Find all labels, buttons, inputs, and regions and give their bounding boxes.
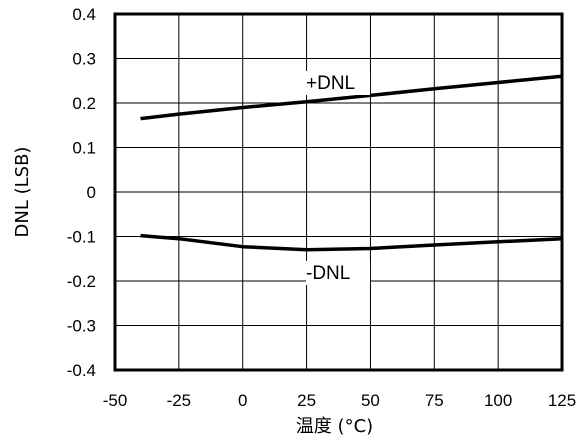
x-tick-labels: -50 -25 0 25 50 75 100 125	[103, 391, 576, 410]
series-label-background	[306, 261, 370, 285]
y-tick-label: 0.3	[72, 50, 96, 69]
grid-lines	[115, 14, 562, 370]
x-tick-label: -25	[167, 391, 192, 410]
series-label-background	[306, 71, 370, 95]
y-tick-label: 0.1	[72, 139, 96, 158]
x-tick-label: -50	[103, 391, 128, 410]
series-lines	[140, 74, 563, 252]
x-tick-label: 125	[548, 391, 576, 410]
y-tick-label: 0.4	[72, 5, 96, 24]
series-labels: +DNL -DNL	[306, 71, 370, 285]
x-tick-label: 75	[425, 391, 444, 410]
y-axis-title: DNL (LSB)	[12, 147, 33, 238]
y-tick-label: 0.2	[72, 94, 96, 113]
series-line	[140, 233, 563, 252]
y-tick-labels: 0.4 0.3 0.2 0.1 0 -0.1 -0.2 -0.3 -0.4	[67, 5, 96, 380]
x-tick-label: 100	[484, 391, 512, 410]
y-tick-label: -0.3	[67, 317, 96, 336]
series-label: -DNL	[306, 263, 350, 284]
x-tick-label: 50	[361, 391, 380, 410]
y-tick-label: -0.4	[67, 361, 96, 380]
x-tick-label: 25	[297, 391, 316, 410]
y-tick-label: -0.2	[67, 272, 96, 291]
x-tick-label: 0	[238, 391, 247, 410]
series-label: +DNL	[306, 73, 355, 94]
x-axis-title: 温度 (°C)	[296, 416, 373, 437]
y-tick-label: 0	[87, 183, 96, 202]
plot-area-frame	[113, 12, 564, 372]
y-tick-label: -0.1	[67, 228, 96, 247]
series-line	[140, 74, 563, 121]
